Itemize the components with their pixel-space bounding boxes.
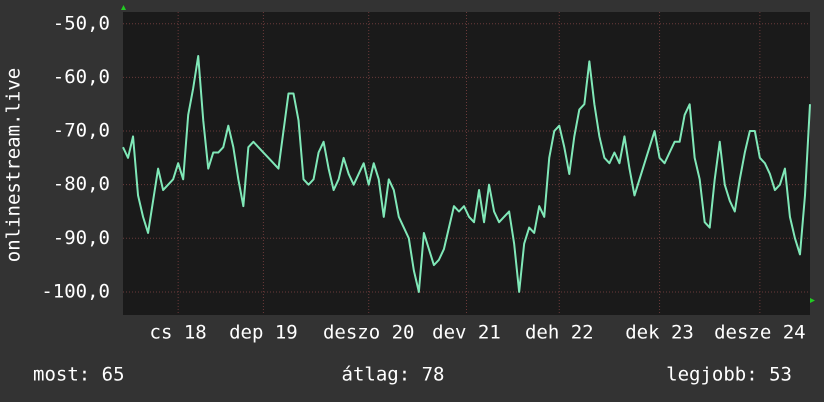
series-line xyxy=(122,54,811,293)
x-tick-label: desze 24 xyxy=(714,322,806,344)
x-tick-label: deh 22 xyxy=(525,322,594,344)
x-tick-label: dep 19 xyxy=(229,322,298,344)
x-tick-label: deszo 20 xyxy=(323,322,415,344)
footer-current: most: 65 xyxy=(33,364,125,386)
x-tick-label: dek 23 xyxy=(625,322,694,344)
axis-arrow xyxy=(121,5,126,10)
x-tick-label: cs 18 xyxy=(150,322,207,344)
axis-arrow xyxy=(810,298,815,303)
x-tick-label: dev 21 xyxy=(432,322,501,344)
y-axis-label: onlinestream.live xyxy=(3,68,25,262)
footer-average: átlag: 78 xyxy=(342,364,445,386)
y-tick-label: -60,0 xyxy=(53,66,110,88)
y-tick-label: -90,0 xyxy=(53,227,110,249)
y-tick-label: -70,0 xyxy=(53,120,110,142)
footer-best: legjobb: 53 xyxy=(666,364,792,386)
y-tick-label: -50,0 xyxy=(53,12,110,34)
y-tick-label: -100,0 xyxy=(41,280,110,302)
y-tick-label: -80,0 xyxy=(53,173,110,195)
